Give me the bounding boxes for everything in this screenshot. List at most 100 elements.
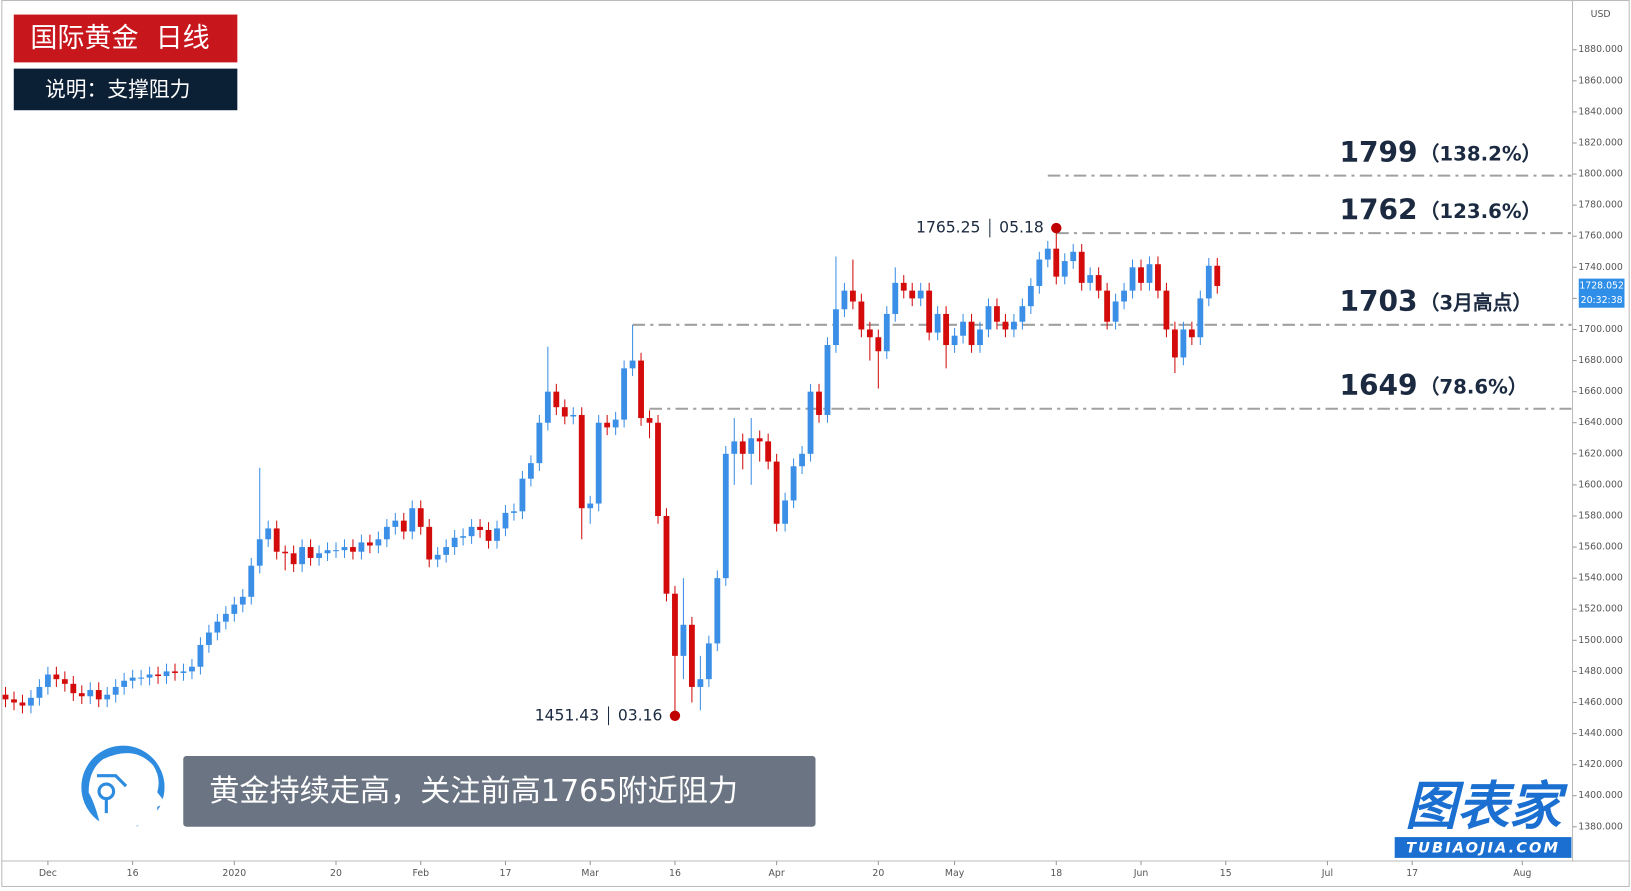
candle-body	[180, 671, 187, 673]
candle-body	[934, 313, 941, 333]
x-tick-label: 16	[669, 868, 681, 879]
candle-body	[1019, 306, 1026, 322]
candle-body	[468, 526, 475, 537]
candle-body	[214, 621, 221, 633]
candle-body	[816, 391, 822, 415]
candle-body	[95, 690, 102, 700]
candle-body	[1138, 267, 1144, 283]
candle-body	[1155, 264, 1161, 291]
candle-body	[409, 508, 416, 532]
candle-body	[434, 554, 441, 560]
x-tick-label: Jul	[1321, 868, 1333, 879]
candle-body	[1171, 329, 1178, 358]
candle-body	[765, 441, 772, 462]
banner: 黄金持续走高，关注前高1765附近阻力	[209, 774, 738, 809]
candle-body	[892, 282, 899, 314]
candle-body	[909, 290, 916, 299]
candle-body	[663, 515, 670, 594]
level-note: （78.6%）	[1420, 375, 1528, 398]
candle-body	[197, 644, 204, 667]
candle-body	[875, 337, 882, 352]
x-tick-label: 2020	[222, 868, 246, 879]
currency: USD	[1591, 9, 1611, 20]
x-tick-label: Mar	[581, 868, 599, 879]
price-tag	[1578, 278, 1625, 308]
x-tick-label: Apr	[769, 868, 785, 879]
y-tick-label: 1880.000	[1578, 44, 1623, 55]
candle-body	[333, 550, 339, 552]
candle-body	[163, 671, 170, 677]
candle-body	[282, 551, 289, 554]
y-tick-label: 1500.000	[1578, 635, 1623, 646]
candle-body	[536, 422, 543, 464]
candle-body	[341, 547, 348, 551]
candle-body	[1078, 251, 1085, 283]
candle-body	[290, 553, 297, 565]
x-tick-label: 20	[330, 868, 342, 879]
candle-body	[1104, 290, 1111, 322]
level-value: 1762	[1339, 193, 1417, 226]
candle-body	[1002, 321, 1009, 330]
candle-body	[799, 453, 805, 467]
candle-body	[172, 671, 178, 673]
candle-body	[561, 407, 568, 417]
candle-body	[44, 674, 51, 687]
candle-body	[129, 677, 136, 681]
candle-body	[366, 542, 373, 546]
title: 国际黄金 日线	[30, 23, 209, 54]
candle-body	[1044, 248, 1051, 260]
y-tick-label: 1460.000	[1578, 697, 1623, 708]
candle-body	[680, 624, 687, 656]
candle-body	[1163, 290, 1170, 330]
candle-body	[36, 686, 43, 698]
candle-body	[960, 321, 966, 336]
candle-body	[1180, 329, 1187, 358]
y-tick-label: 1620.000	[1578, 448, 1623, 459]
candle-body	[350, 547, 356, 552]
candle-body	[629, 360, 636, 369]
candle-body	[502, 512, 509, 529]
candle-body	[900, 282, 907, 291]
annotation-value: 1451.43	[535, 706, 599, 724]
candle-body	[833, 309, 839, 346]
candle-body	[460, 536, 467, 538]
candle-body	[256, 539, 263, 566]
y-tick-label: 1760.000	[1578, 231, 1623, 242]
y-tick-label: 1440.000	[1578, 728, 1623, 739]
candle-body	[612, 419, 619, 428]
candle-body	[943, 313, 950, 346]
candle-body	[655, 422, 661, 516]
candle-body	[417, 508, 424, 527]
y-tick-label: 1800.000	[1578, 169, 1623, 180]
candle-body	[1010, 321, 1017, 330]
candle-body	[985, 306, 992, 330]
x-tick-label: May	[945, 868, 965, 879]
logo-name: 图表家	[1405, 777, 1568, 837]
x-tick-label: Aug	[1513, 868, 1531, 879]
logo-icon	[81, 745, 166, 839]
y-tick-label: 1420.000	[1578, 759, 1623, 770]
x-tick-label: Jun	[1133, 868, 1149, 879]
candle-body	[977, 329, 983, 346]
candle-body	[265, 528, 272, 540]
candle-body	[248, 565, 255, 597]
candle-body	[87, 690, 94, 697]
banner-box	[183, 755, 816, 827]
candle-body	[61, 679, 68, 684]
candle-body	[994, 306, 1000, 322]
candle-body	[756, 438, 763, 442]
y-tick-label: 1740.000	[1578, 262, 1623, 273]
candle-body	[688, 624, 695, 687]
logo-site: TUBIAOJIA.COM	[1406, 840, 1560, 857]
candle-body	[968, 321, 975, 346]
candle-body	[604, 422, 611, 428]
level-note: （3月高点）	[1420, 292, 1533, 315]
candle-body	[383, 526, 390, 540]
candle-body	[1070, 251, 1077, 262]
candle-body	[553, 391, 560, 408]
level-note: （123.6%）	[1420, 200, 1542, 223]
candle-body	[595, 422, 602, 504]
candle-body	[121, 680, 128, 687]
